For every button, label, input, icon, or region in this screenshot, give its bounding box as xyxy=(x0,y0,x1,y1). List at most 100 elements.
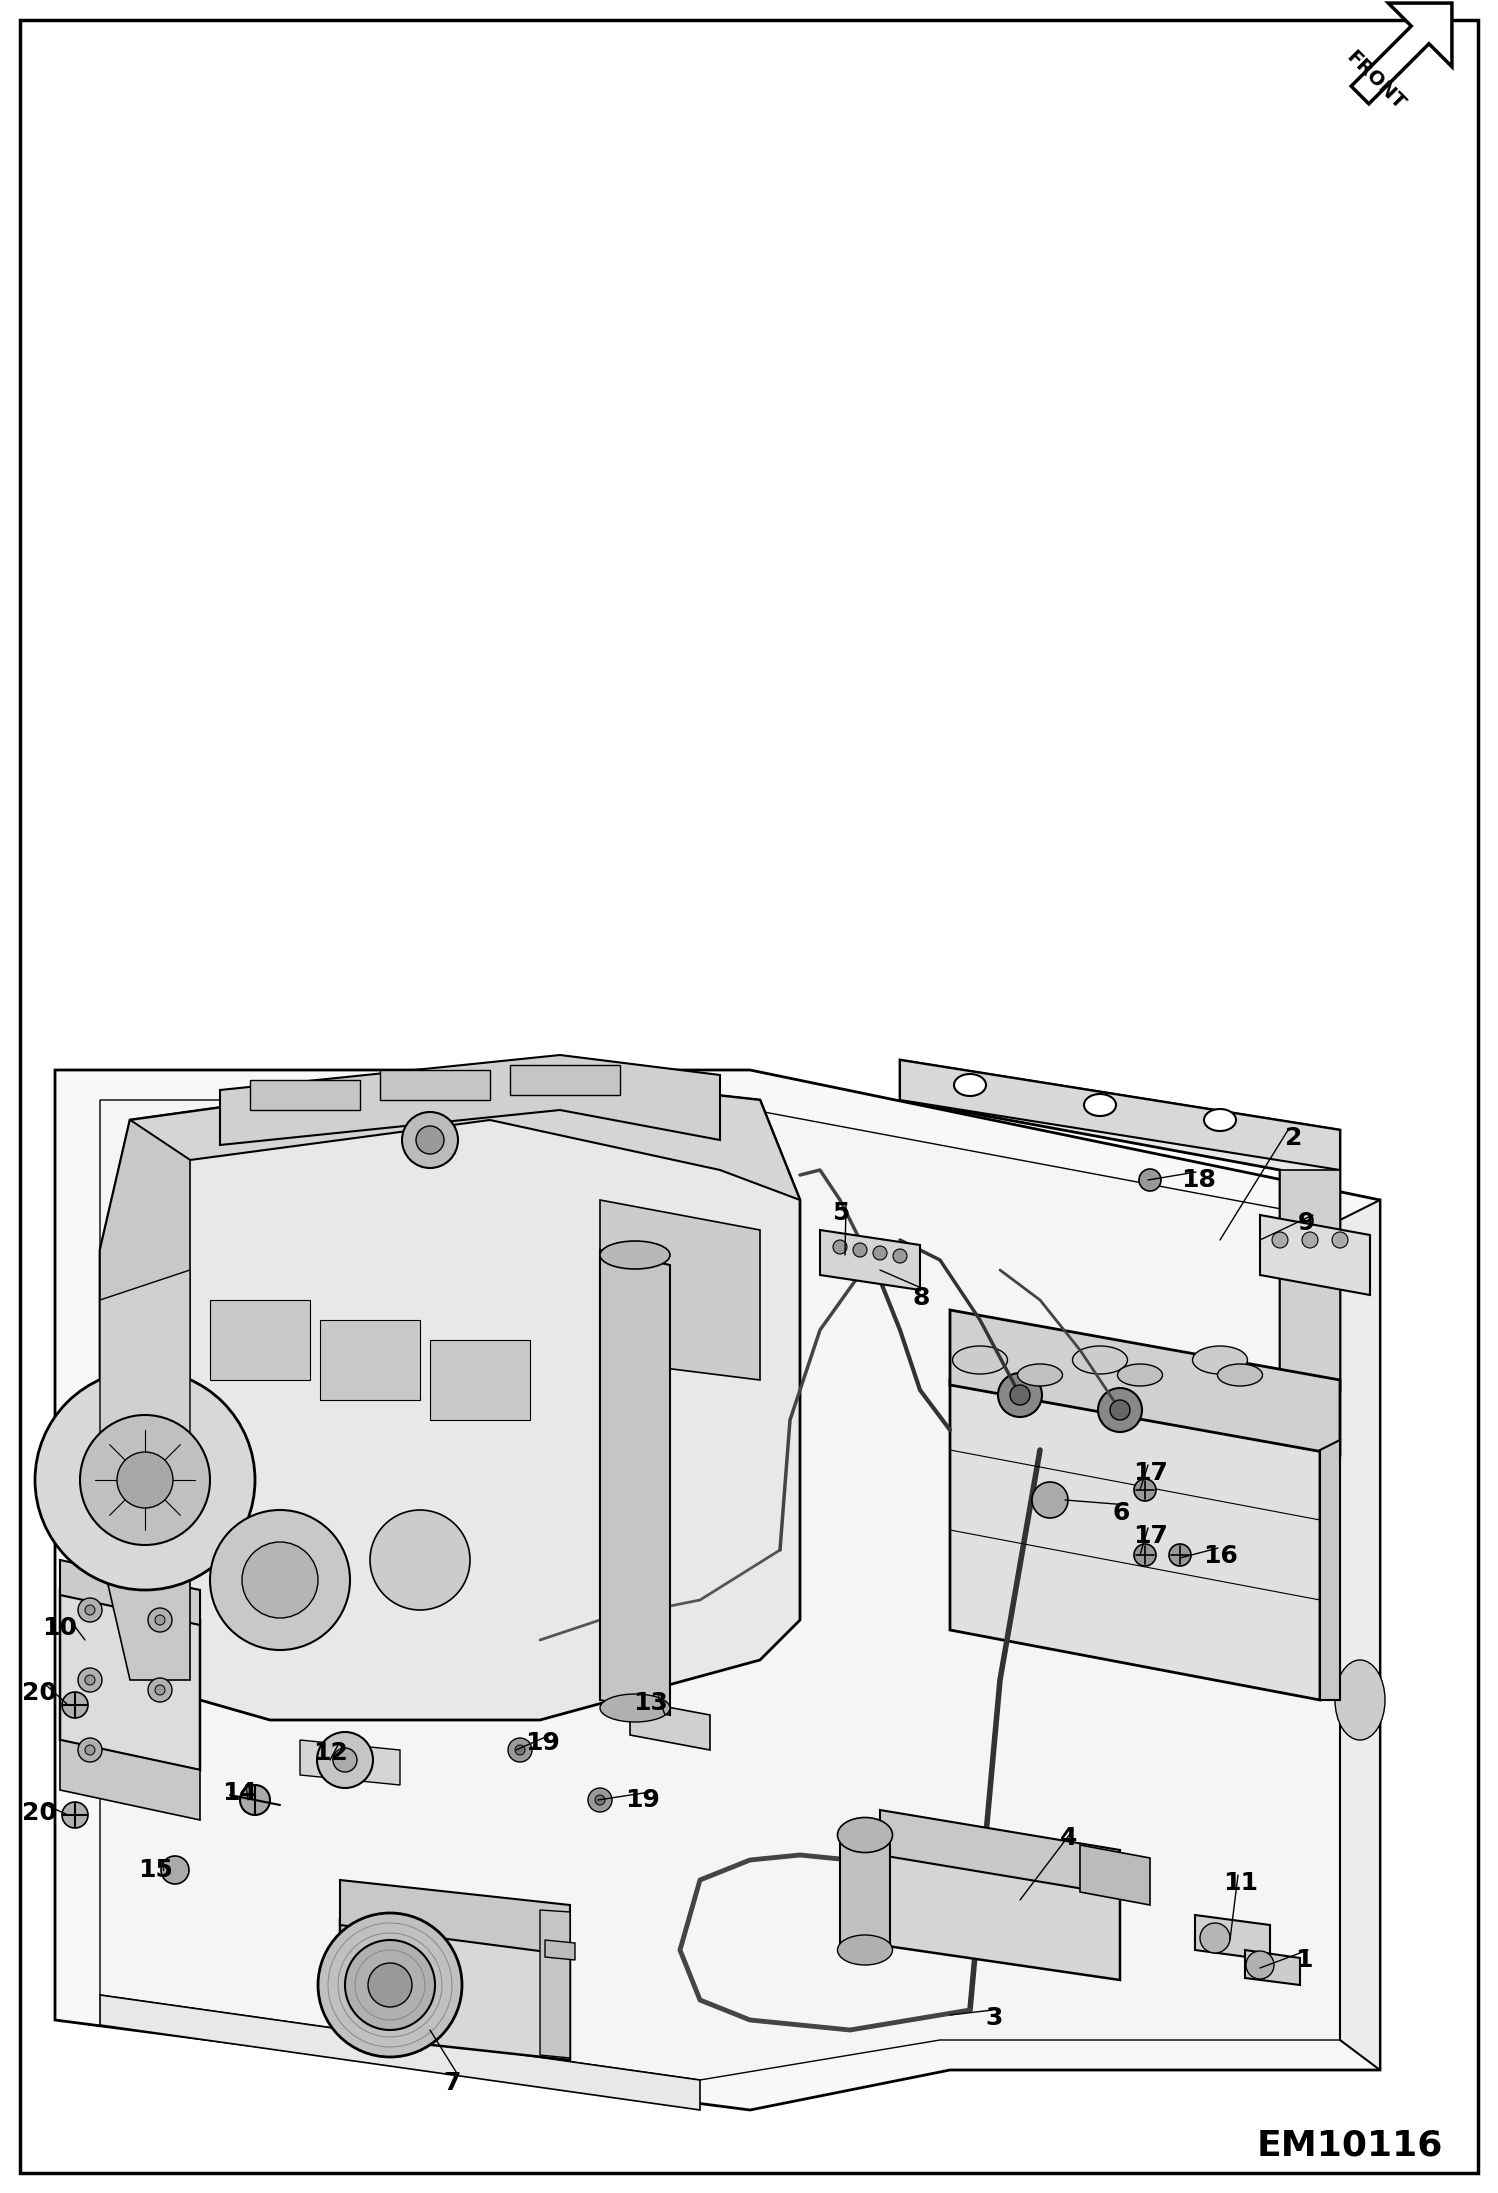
Polygon shape xyxy=(250,1079,360,1110)
Circle shape xyxy=(154,1684,165,1695)
Circle shape xyxy=(833,1239,846,1254)
Circle shape xyxy=(1032,1482,1068,1518)
Polygon shape xyxy=(321,1320,419,1399)
Polygon shape xyxy=(1245,1950,1300,1985)
Polygon shape xyxy=(879,1851,1121,1980)
Polygon shape xyxy=(539,1910,571,2057)
Ellipse shape xyxy=(953,1347,1008,1375)
Circle shape xyxy=(1138,1169,1161,1191)
Text: 12: 12 xyxy=(313,1741,348,1765)
Polygon shape xyxy=(545,1941,575,1961)
Polygon shape xyxy=(950,1309,1341,1454)
Circle shape xyxy=(416,1125,443,1154)
Text: 15: 15 xyxy=(138,1857,172,1882)
Text: 7: 7 xyxy=(443,2070,460,2094)
Text: 19: 19 xyxy=(524,1730,560,1754)
Polygon shape xyxy=(340,1879,571,1954)
Circle shape xyxy=(852,1243,867,1257)
Polygon shape xyxy=(1351,2,1452,103)
Circle shape xyxy=(1098,1388,1141,1432)
Polygon shape xyxy=(1260,1215,1371,1296)
Circle shape xyxy=(1200,1923,1230,1954)
Ellipse shape xyxy=(837,1818,893,1853)
Polygon shape xyxy=(509,1066,620,1094)
Text: 14: 14 xyxy=(222,1781,256,1805)
Polygon shape xyxy=(340,1921,571,2059)
Polygon shape xyxy=(631,1700,710,1750)
Circle shape xyxy=(318,1912,461,2057)
Circle shape xyxy=(117,1452,172,1509)
Circle shape xyxy=(515,1746,524,1754)
Circle shape xyxy=(85,1675,94,1684)
Text: 20: 20 xyxy=(22,1800,57,1825)
Circle shape xyxy=(1332,1232,1348,1248)
Circle shape xyxy=(85,1746,94,1754)
Polygon shape xyxy=(879,1809,1121,1895)
Circle shape xyxy=(79,1414,210,1546)
Text: 13: 13 xyxy=(634,1691,668,1715)
Polygon shape xyxy=(100,1070,800,1719)
Text: 4: 4 xyxy=(1061,1827,1077,1851)
Circle shape xyxy=(148,1678,172,1702)
Circle shape xyxy=(243,1542,318,1618)
Text: 17: 17 xyxy=(1132,1461,1168,1485)
Circle shape xyxy=(345,1941,434,2031)
Circle shape xyxy=(873,1246,887,1261)
Polygon shape xyxy=(900,1059,1341,1171)
Polygon shape xyxy=(1320,1441,1341,1700)
Polygon shape xyxy=(950,1379,1320,1700)
Polygon shape xyxy=(1279,1171,1341,1390)
Polygon shape xyxy=(100,1101,1341,2079)
Text: 6: 6 xyxy=(1113,1500,1131,1524)
Polygon shape xyxy=(220,1055,721,1145)
Circle shape xyxy=(148,1607,172,1632)
Polygon shape xyxy=(100,1996,700,2110)
Circle shape xyxy=(61,1803,88,1829)
Text: 17: 17 xyxy=(1132,1524,1168,1548)
Circle shape xyxy=(78,1599,102,1623)
Circle shape xyxy=(1168,1544,1191,1566)
Polygon shape xyxy=(300,1739,400,1785)
Circle shape xyxy=(595,1796,605,1805)
Text: 11: 11 xyxy=(1222,1871,1258,1895)
Circle shape xyxy=(370,1511,470,1610)
Polygon shape xyxy=(1195,1914,1270,1961)
Circle shape xyxy=(333,1748,357,1772)
Text: 1: 1 xyxy=(1294,1947,1312,1972)
Ellipse shape xyxy=(1017,1364,1062,1386)
Text: FRONT: FRONT xyxy=(1342,46,1408,114)
Circle shape xyxy=(78,1739,102,1761)
Text: 20: 20 xyxy=(22,1682,57,1704)
Circle shape xyxy=(1010,1386,1031,1406)
Ellipse shape xyxy=(601,1693,670,1722)
Text: 19: 19 xyxy=(625,1787,661,1811)
Text: 3: 3 xyxy=(986,2007,1002,2031)
Polygon shape xyxy=(380,1070,490,1101)
Ellipse shape xyxy=(837,1934,893,1965)
Circle shape xyxy=(78,1669,102,1693)
Text: 18: 18 xyxy=(1180,1169,1216,1193)
Circle shape xyxy=(34,1371,255,1590)
Circle shape xyxy=(893,1250,906,1263)
Circle shape xyxy=(160,1855,189,1884)
Circle shape xyxy=(240,1785,270,1816)
Text: 8: 8 xyxy=(912,1285,929,1309)
Circle shape xyxy=(85,1605,94,1614)
Text: EM10116: EM10116 xyxy=(1257,2127,1443,2162)
Polygon shape xyxy=(900,1059,1341,1390)
Ellipse shape xyxy=(1218,1364,1263,1386)
Ellipse shape xyxy=(954,1075,986,1096)
Polygon shape xyxy=(100,1270,190,1520)
Polygon shape xyxy=(819,1230,920,1289)
Ellipse shape xyxy=(1335,1660,1386,1739)
Circle shape xyxy=(318,1732,373,1787)
Circle shape xyxy=(1110,1399,1129,1421)
Circle shape xyxy=(401,1112,458,1169)
Polygon shape xyxy=(601,1250,670,1715)
Polygon shape xyxy=(840,1829,890,1954)
Ellipse shape xyxy=(1118,1364,1162,1386)
Circle shape xyxy=(1246,1952,1273,1978)
Circle shape xyxy=(589,1787,613,1811)
Text: 9: 9 xyxy=(1297,1211,1315,1235)
Polygon shape xyxy=(60,1590,201,1770)
